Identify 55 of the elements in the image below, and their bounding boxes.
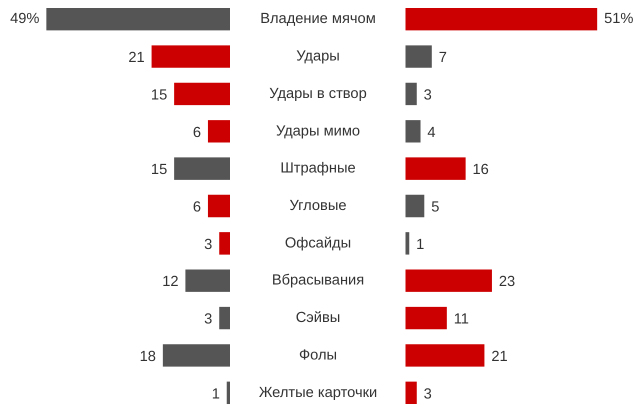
y-tick-label: Удары в створ	[269, 86, 367, 102]
data-label: 16	[472, 162, 489, 178]
bar	[406, 82, 417, 106]
y-tick-label: Вбрасывания	[272, 272, 364, 289]
y-tick-label: Желтые карточки	[258, 384, 378, 401]
y-tick-label: Фолы	[298, 347, 338, 364]
bar	[406, 306, 447, 330]
data-label: 1	[416, 236, 424, 253]
data-label: 5	[431, 200, 440, 216]
bar	[406, 120, 421, 142]
data-label: 12	[162, 274, 179, 290]
y-tick-label: Удары	[296, 48, 340, 65]
bar	[406, 232, 410, 255]
bar	[219, 306, 230, 330]
data-label: 21	[491, 348, 508, 365]
data-label: 21	[128, 50, 145, 66]
y-tick-label: Владение мячом	[260, 11, 376, 28]
bar	[406, 194, 424, 218]
y-tick-label: Удары мимо	[276, 123, 360, 140]
data-label: 1	[212, 386, 220, 402]
bar	[208, 120, 230, 142]
bar	[406, 45, 432, 68]
bar	[406, 8, 598, 30]
data-label: 3	[424, 87, 432, 104]
data-label: 49%	[10, 11, 40, 28]
y-tick-label: Угловые	[289, 198, 347, 214]
bar	[185, 270, 230, 292]
data-label: 4	[427, 124, 436, 141]
data-label: 6	[192, 200, 202, 216]
data-label: 3	[204, 236, 212, 253]
bar	[406, 382, 417, 404]
data-label: 51%	[604, 11, 634, 28]
data-label: 6	[192, 124, 202, 141]
data-label: 11	[454, 312, 469, 328]
bar	[226, 382, 230, 404]
bar	[46, 8, 230, 30]
bar	[174, 157, 230, 180]
data-label: 23	[498, 274, 516, 290]
bar	[174, 82, 230, 106]
bar	[219, 232, 230, 255]
data-label: 18	[140, 348, 156, 365]
bar	[208, 194, 230, 218]
bar	[406, 270, 492, 292]
bar	[406, 344, 484, 367]
y-tick-label: Офсайды	[284, 235, 352, 252]
y-tick-label: Сэйвы	[296, 310, 340, 326]
data-label: 15	[150, 162, 168, 178]
bar	[406, 157, 466, 180]
data-label: 7	[438, 50, 447, 66]
data-label: 3	[424, 386, 432, 402]
bar	[162, 344, 230, 367]
data-label: 15	[150, 87, 168, 104]
data-label: 3	[204, 312, 212, 328]
bar	[152, 45, 230, 68]
y-tick-label: Штрафные	[280, 160, 356, 177]
